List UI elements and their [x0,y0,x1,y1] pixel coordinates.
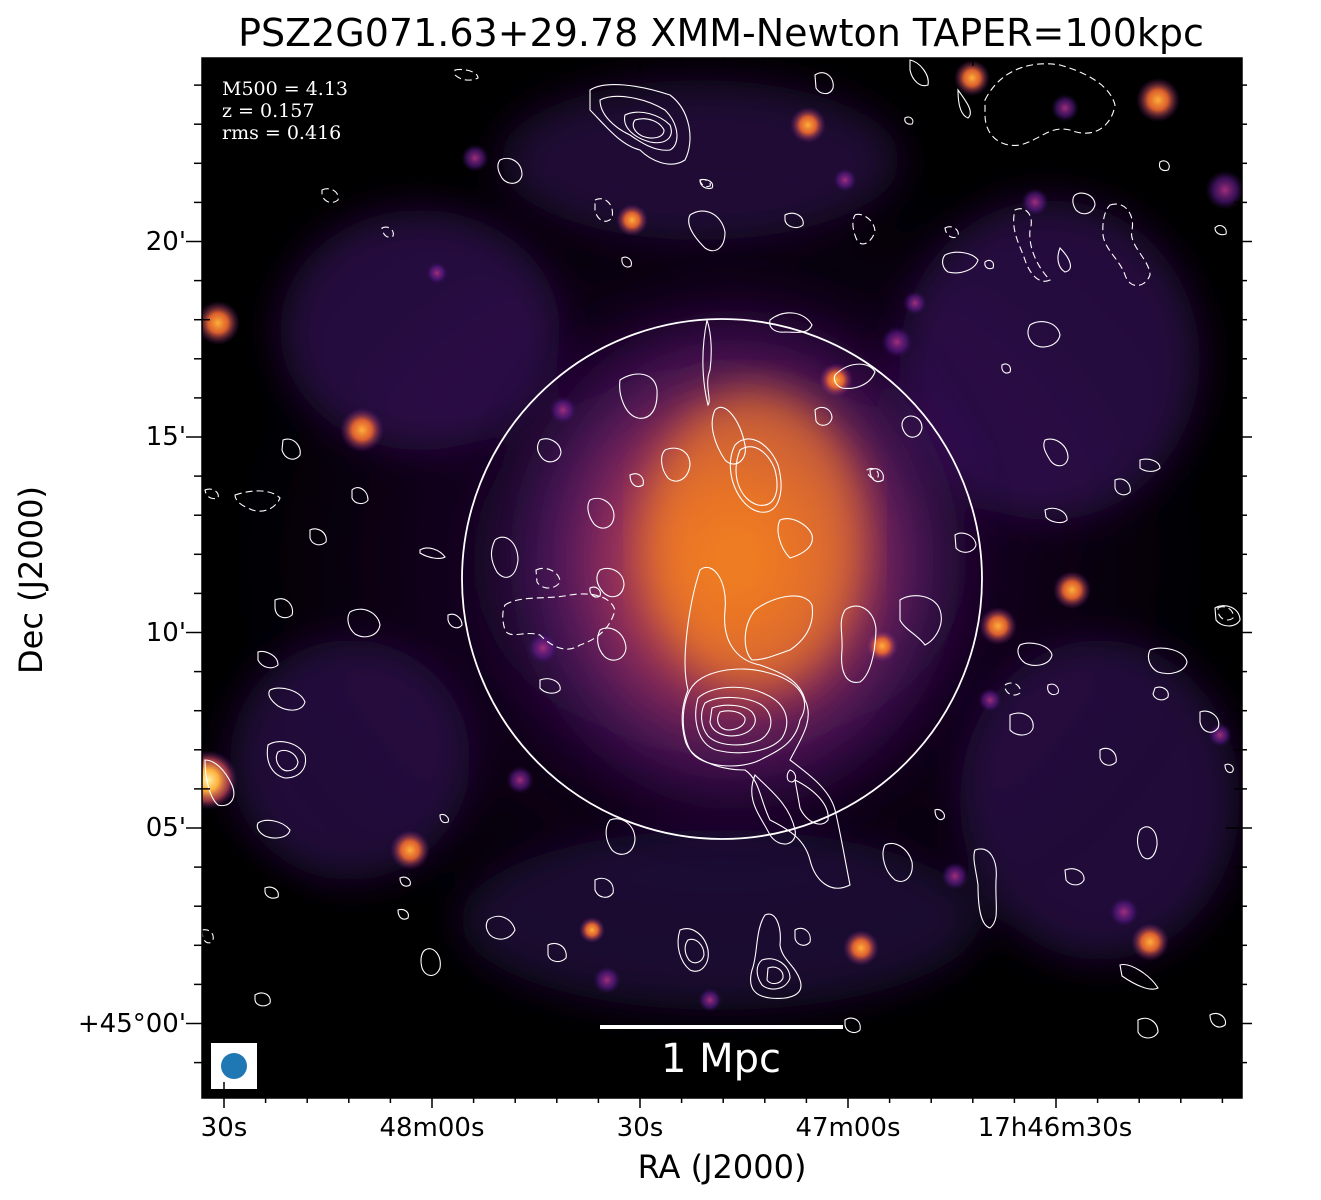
y-tick-label: +45°00' [78,1009,186,1039]
plot-title: PSZ2G071.63+29.78 XMM-Newton TAPER=100kp… [238,11,1204,55]
x-tick-label: 47m00s [795,1113,900,1143]
xray-image [202,58,1242,1098]
scale-bar-label: 1 Mpc [661,1036,781,1082]
r500-circle [461,318,983,840]
y-tick-labels: 20' 15' 10' 05' +45°00' [78,227,186,1039]
x-tick-labels: 30s 48m00s 30s 47m00s 17h46m30s [201,1113,1133,1143]
info-rms: rms = 0.416 [222,122,341,144]
y-tick-label: 15' [146,422,186,452]
y-tick-label: 10' [146,618,186,648]
info-redshift: z = 0.157 [222,100,314,122]
info-m500: M500 = 4.13 [222,78,348,100]
point-sources [202,60,1242,1012]
x-tick-label: 30s [617,1113,664,1143]
y-tick-label: 20' [146,227,186,257]
info-box-background [212,70,368,150]
beam-ellipse [221,1053,247,1079]
x-tick-label: 17h46m30s [978,1113,1133,1143]
x-axis-label: RA (J2000) [638,1148,807,1186]
plot-frame [201,57,1243,1099]
axis-ticks [186,58,1252,1108]
cluster-emission [475,270,995,850]
low-exposure-region [202,840,620,1098]
x-tick-label: 48m00s [379,1113,484,1143]
info-box: M500 = 4.13 z = 0.157 rms = 0.416 [212,70,368,150]
scale-bar: 1 Mpc [600,1025,843,1082]
beam-indicator [211,1043,257,1089]
y-axis-label: Dec (J2000) [12,486,50,674]
negative-contours [202,63,1234,944]
y-tick-label: 05' [146,813,186,843]
radio-contours [204,59,1241,1039]
x-tick-label: 30s [201,1113,248,1143]
